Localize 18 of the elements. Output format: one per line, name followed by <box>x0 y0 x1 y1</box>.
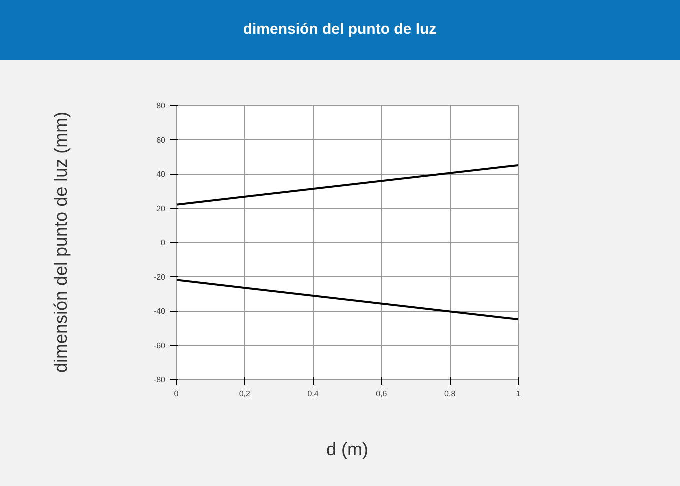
x-tick-label: 1 <box>516 390 522 398</box>
x-tick-label: 0 <box>174 390 180 398</box>
y-tick-label: -60 <box>154 341 166 350</box>
x-axis-title: d (m) <box>326 440 369 460</box>
x-tick-label: 0,4 <box>308 390 320 398</box>
y-tick-label: -80 <box>154 376 166 384</box>
y-tick-label: 60 <box>156 136 166 145</box>
chart-title: dimensión del punto de luz <box>243 20 437 40</box>
y-tick-label: -20 <box>154 272 166 282</box>
x-tick-label: 0,2 <box>239 390 252 398</box>
x-tick-label: 0,8 <box>444 390 456 398</box>
y-axis-title: dimensión del punto de luz (mm) <box>50 112 71 374</box>
y-tick-label: 20 <box>156 204 166 214</box>
y-tick-label: 80 <box>156 102 166 110</box>
x-tick-label: 0,6 <box>376 390 388 398</box>
y-tick-label: 0 <box>161 238 166 248</box>
y-tick-label: -40 <box>154 307 166 316</box>
y-tick-label: 40 <box>156 170 166 179</box>
